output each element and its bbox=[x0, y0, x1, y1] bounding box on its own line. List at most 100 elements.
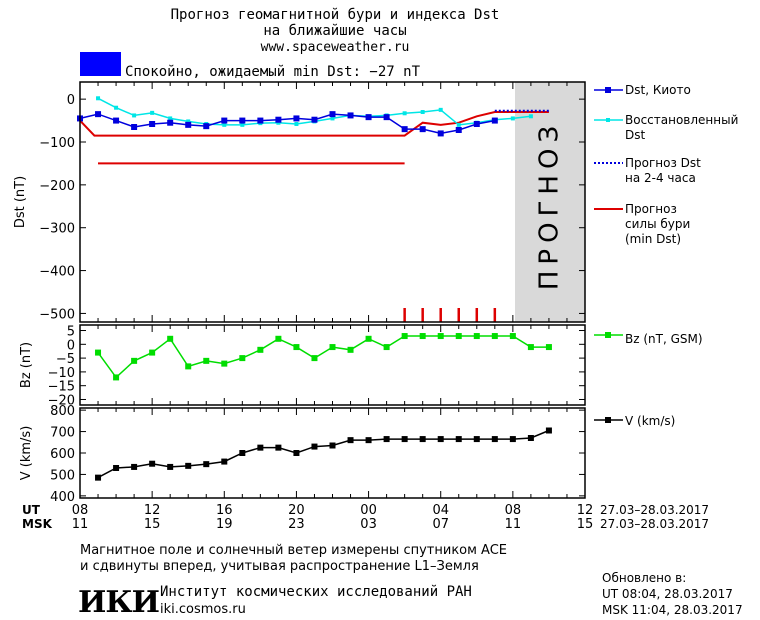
legend: Dst, Киото Восстановленный Dst Прогноз D… bbox=[594, 83, 738, 428]
y-tick-label: 5 bbox=[67, 325, 75, 340]
bz-point bbox=[275, 335, 282, 342]
bz-plot-frame bbox=[79, 324, 586, 406]
bz-point bbox=[239, 355, 246, 362]
dst-kyoto-point bbox=[491, 117, 498, 124]
msk-date-range: 27.03–28.03.2017 bbox=[600, 517, 709, 531]
ut-tick-label: 20 bbox=[288, 503, 305, 518]
msk-tick-label: 11 bbox=[505, 517, 522, 532]
dst-restored-point bbox=[438, 107, 443, 112]
ut-tick-label: 16 bbox=[216, 503, 233, 518]
dst-kyoto-point bbox=[257, 117, 264, 124]
v-axis-ticks: 800 700 600 500 400 bbox=[50, 404, 586, 505]
site-url: www.spaceweather.ru bbox=[261, 40, 410, 55]
y-tick-label: −5 bbox=[56, 352, 75, 367]
legend-storm-forecast-label-2: силы бури bbox=[625, 217, 690, 231]
bz-point bbox=[113, 374, 120, 381]
dst-kyoto-point bbox=[293, 115, 300, 122]
dst-kyoto-point bbox=[131, 124, 138, 130]
bz-point bbox=[347, 346, 354, 353]
bz-point bbox=[185, 363, 192, 370]
ut-tick-label: 12 bbox=[577, 503, 594, 518]
y-tick-label: −20 bbox=[48, 393, 75, 408]
storm-forecast-line bbox=[79, 111, 549, 137]
v-point bbox=[257, 444, 264, 451]
v-point bbox=[167, 463, 174, 470]
bz-point bbox=[365, 335, 372, 342]
bz-point bbox=[545, 344, 552, 351]
dst-restored-point bbox=[186, 119, 191, 124]
dst-kyoto-point bbox=[473, 121, 480, 127]
bz-point bbox=[473, 333, 480, 340]
bz-point bbox=[329, 344, 336, 351]
updated-label: Обновлено в: bbox=[602, 571, 686, 585]
ut-tick-label: 04 bbox=[432, 503, 449, 518]
dst-plot-frame bbox=[79, 81, 586, 323]
msk-tick-label: 19 bbox=[216, 517, 233, 532]
msk-tick-label: 15 bbox=[144, 517, 161, 532]
msk-tick-label: 07 bbox=[432, 517, 449, 532]
v-point bbox=[365, 437, 372, 444]
v-point bbox=[491, 436, 498, 443]
dst-kyoto-point bbox=[239, 117, 246, 124]
v-point bbox=[131, 463, 138, 470]
dst-kyoto-point bbox=[437, 130, 444, 137]
legend-storm-forecast-label: Прогноз bbox=[625, 202, 677, 216]
dst-ylabel: Dst (nT) bbox=[13, 176, 28, 228]
v-point bbox=[149, 460, 156, 467]
dst-restored-point bbox=[96, 96, 101, 101]
v-point bbox=[185, 462, 192, 469]
bz-point bbox=[383, 344, 390, 351]
bz-point bbox=[509, 333, 516, 340]
forecast-zone-label: ПРОГНОЗ bbox=[535, 120, 565, 290]
v-line bbox=[97, 429, 550, 479]
x-tick-labels: 08 12 16 20 00 04 08 12 11 15 19 23 03 07 11 15 bbox=[72, 503, 594, 532]
bz-point bbox=[437, 333, 444, 340]
v-point bbox=[527, 435, 534, 441]
dst-restored-point bbox=[240, 122, 245, 127]
dst-kyoto-point bbox=[221, 117, 228, 124]
bz-point bbox=[131, 357, 138, 364]
legend-forecast-dst: Прогноз Dst на 2-4 часа bbox=[594, 156, 701, 185]
legend-dst-restored-label: Восстановленный bbox=[625, 113, 738, 127]
legend-dst-restored: Восстановленный Dst bbox=[594, 113, 738, 142]
institute-name: Институт космических исследований РАН bbox=[160, 584, 472, 600]
note-line-1: Магнитное поле и солнечный ветер измерен… bbox=[80, 543, 507, 558]
legend-forecast-dst-label: Прогноз Dst bbox=[625, 156, 701, 170]
v-point bbox=[113, 465, 120, 471]
dst-restored-point bbox=[402, 111, 407, 116]
bz-point bbox=[491, 333, 498, 340]
legend-dst-kyoto-marker bbox=[605, 87, 611, 93]
y-tick-label: 0 bbox=[67, 93, 75, 108]
bz-panel: 50−5−10−15−20 Bz (nT) bbox=[19, 324, 586, 408]
legend-bz: Bz (nT, GSM) bbox=[594, 332, 703, 346]
dst-restored-point bbox=[294, 122, 299, 126]
legend-storm-forecast: Прогноз силы бури (min Dst) bbox=[594, 202, 690, 246]
dst-kyoto-line bbox=[79, 113, 495, 135]
updated-ut: UT 08:04, 28.03.2017 bbox=[602, 587, 733, 601]
y-tick-label: 400 bbox=[50, 490, 75, 505]
legend-v-label: V (km/s) bbox=[625, 414, 675, 428]
msk-label: MSK bbox=[22, 517, 53, 531]
ut-tick-label: 00 bbox=[360, 503, 377, 518]
institute-site: iki.cosmos.ru bbox=[160, 602, 246, 617]
status-text: Спокойно, ожидаемый min Dst: −27 nT bbox=[125, 64, 421, 80]
chart-subtitle: на ближайшие часы bbox=[263, 23, 406, 39]
msk-tick-label: 15 bbox=[577, 517, 594, 532]
dst-restored-point bbox=[528, 114, 533, 119]
y-tick-label: 800 bbox=[50, 404, 75, 419]
v-ylabel: V (km/s) bbox=[19, 426, 34, 481]
bz-point bbox=[311, 355, 318, 362]
dst-kyoto-point bbox=[329, 111, 336, 118]
bz-point bbox=[221, 360, 228, 367]
dst-restored-point bbox=[150, 110, 155, 115]
bz-ylabel: Bz (nT) bbox=[19, 342, 34, 388]
y-tick-label: −300 bbox=[39, 222, 75, 237]
v-panel: 800 700 600 500 400 V (km/s) bbox=[19, 404, 586, 505]
forecast-zone bbox=[515, 82, 585, 322]
msk-tick-label: 23 bbox=[288, 517, 305, 532]
dst-restored-point bbox=[456, 122, 461, 127]
y-tick-label: −10 bbox=[48, 366, 75, 381]
y-tick-label: 500 bbox=[50, 468, 75, 483]
dst-restored-point bbox=[114, 105, 119, 110]
ut-label: UT bbox=[22, 503, 41, 517]
